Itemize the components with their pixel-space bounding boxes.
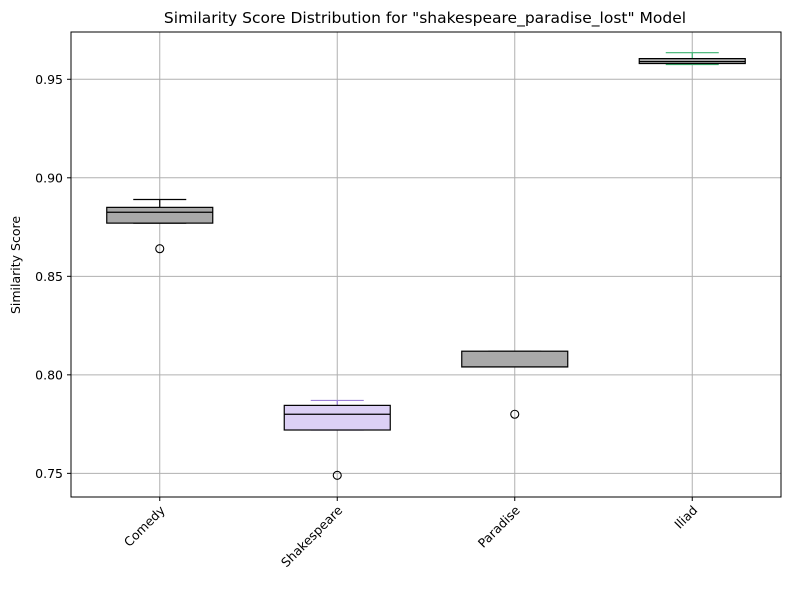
outlier-point (510, 409, 520, 419)
box-plot-series (106, 52, 746, 480)
y-tick-label: 0.90 (35, 170, 63, 185)
plot-area-frame (70, 31, 782, 498)
x-tick-label: Paradise (475, 502, 523, 550)
box-body (283, 404, 391, 431)
grid-lines (71, 32, 781, 497)
box-comedy (106, 198, 214, 254)
outlier-point (155, 244, 165, 254)
y-tick-label: 0.80 (35, 367, 63, 382)
chart-title: Similarity Score Distribution for "shake… (164, 9, 686, 28)
x-tick-label: Iliad (671, 503, 700, 532)
x-tick-label: Shakespeare (278, 502, 346, 570)
box-body (461, 350, 569, 368)
y-tick-label: 0.95 (35, 72, 63, 87)
axis-ticks: 0.75 0.80 0.85 0.90 0.95 Comedy Shakespeare Par… (35, 72, 700, 570)
y-tick-label: 0.75 (35, 466, 63, 481)
box-paradise (461, 350, 569, 419)
y-tick-label: 0.85 (35, 269, 63, 284)
box-iliad (638, 52, 746, 66)
x-tick-label: Comedy (121, 502, 169, 550)
outlier-point (332, 470, 342, 480)
box-shakespeare (283, 399, 391, 480)
y-axis-label: Similarity Score (8, 216, 23, 314)
box-body (106, 206, 214, 224)
